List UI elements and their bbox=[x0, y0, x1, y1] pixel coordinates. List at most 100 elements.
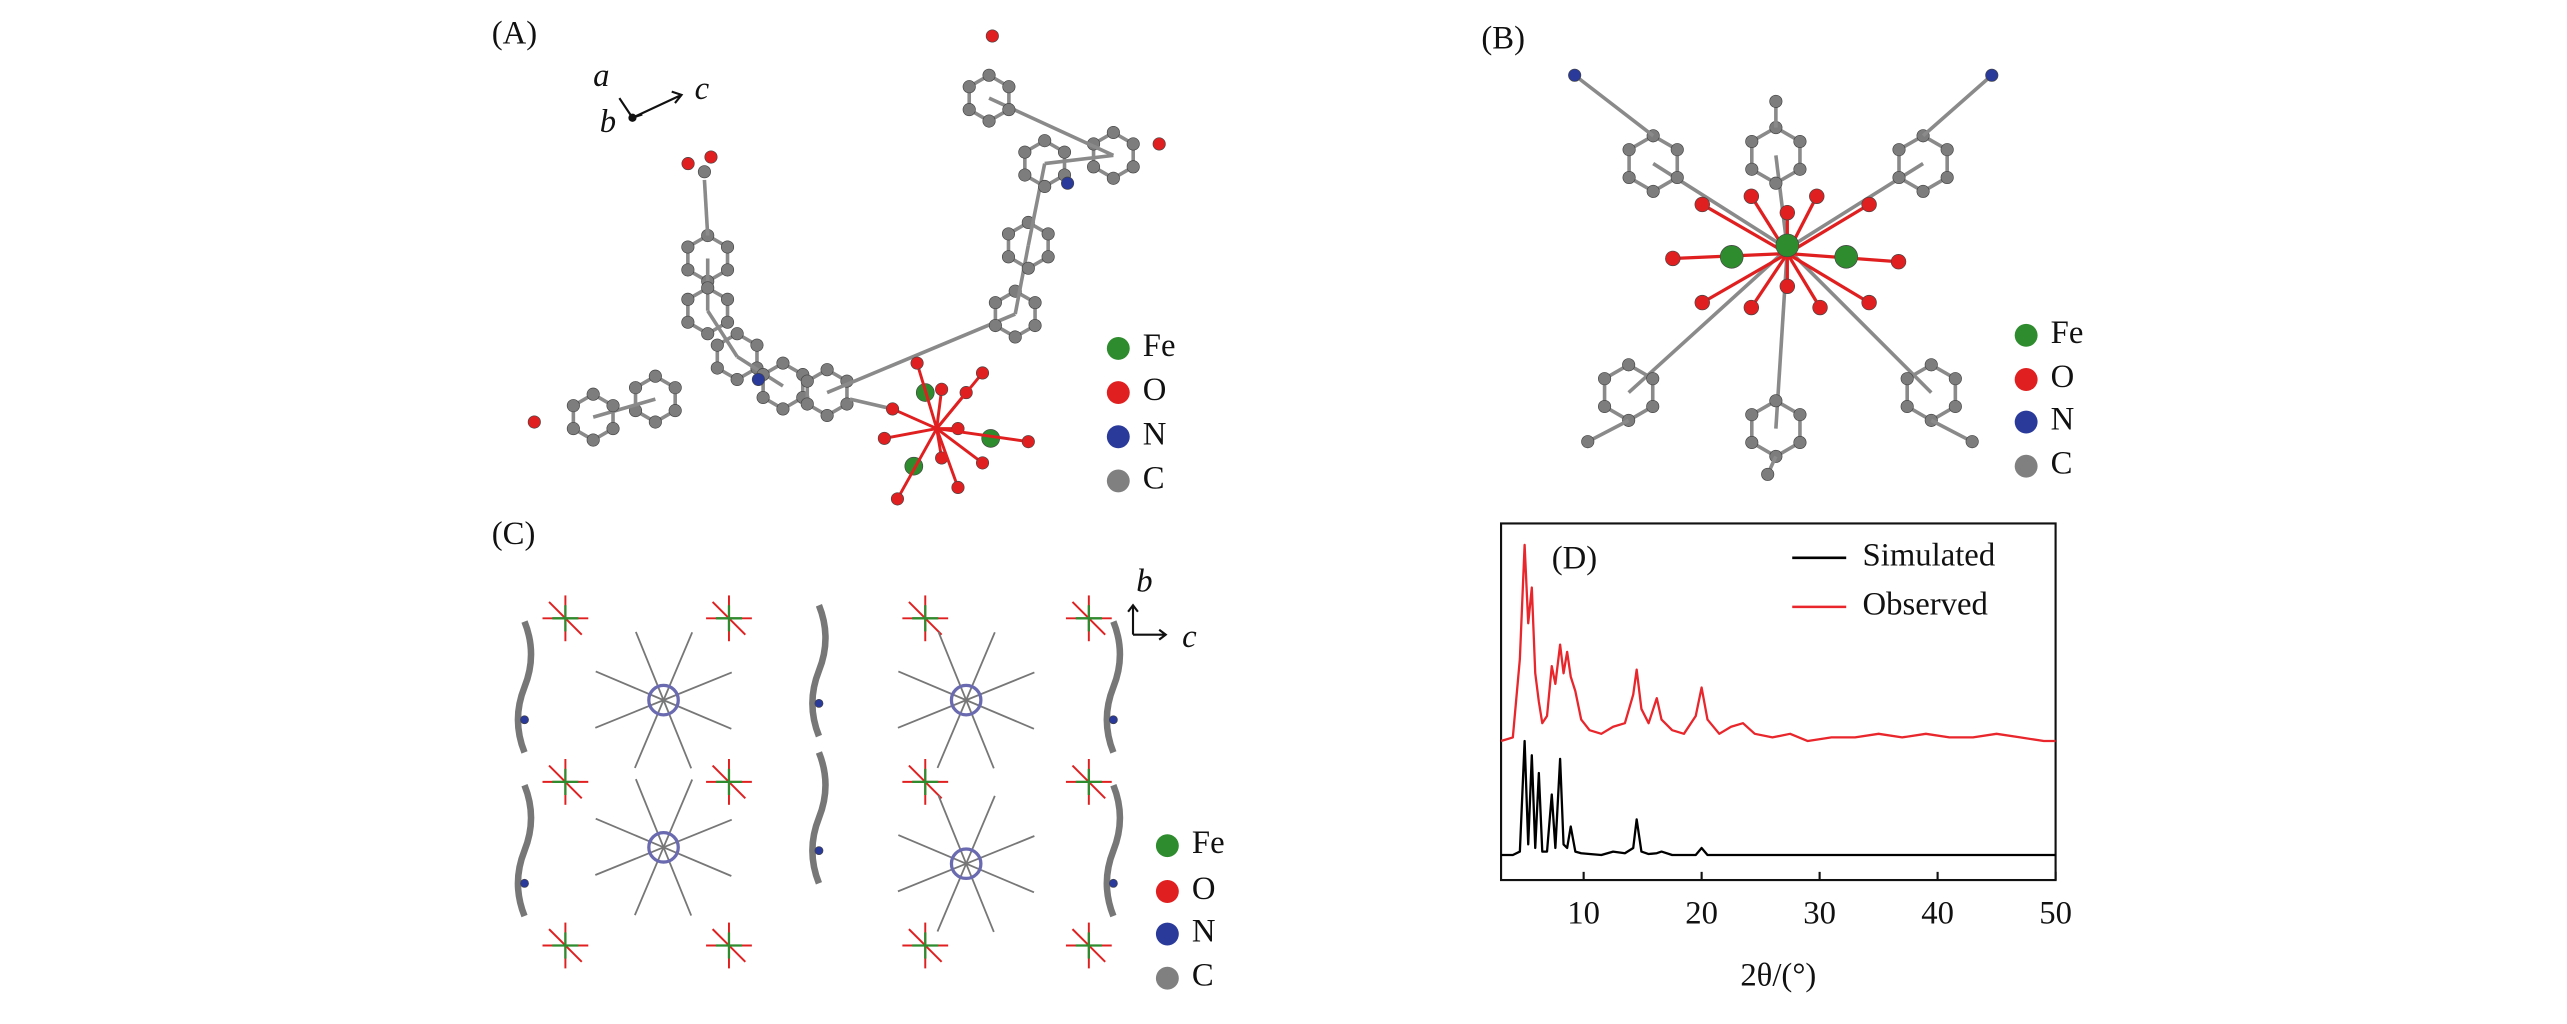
x-tick-label: 50 bbox=[2039, 896, 2072, 932]
bond bbox=[1627, 247, 1789, 394]
legend-swatch bbox=[1106, 469, 1130, 493]
atom bbox=[681, 315, 695, 329]
atom bbox=[586, 433, 600, 447]
bond bbox=[548, 928, 567, 947]
bond bbox=[908, 764, 926, 783]
bond bbox=[965, 795, 996, 865]
atom bbox=[1940, 170, 1954, 185]
atom bbox=[710, 361, 724, 375]
bond bbox=[662, 631, 694, 701]
atom bbox=[1694, 294, 1710, 311]
atom bbox=[1834, 245, 1858, 269]
axis-label: c bbox=[695, 71, 710, 107]
atom bbox=[606, 422, 620, 436]
linker bbox=[809, 751, 829, 885]
bond bbox=[826, 312, 1016, 395]
atom bbox=[1038, 134, 1052, 148]
atom bbox=[1126, 137, 1140, 151]
atom bbox=[1057, 145, 1072, 159]
atom bbox=[681, 292, 695, 306]
atom bbox=[1001, 250, 1016, 264]
atom bbox=[890, 492, 904, 506]
legend-label: O bbox=[1143, 372, 1167, 408]
legend-swatch bbox=[1106, 381, 1130, 405]
bond bbox=[1701, 203, 1789, 255]
linker bbox=[1103, 620, 1124, 754]
bond bbox=[706, 309, 739, 358]
atom bbox=[1812, 299, 1828, 316]
atom bbox=[1916, 184, 1930, 198]
bond bbox=[1786, 247, 1933, 394]
legend-label: O bbox=[2051, 359, 2075, 395]
atom bbox=[1948, 399, 1962, 414]
bond bbox=[898, 670, 967, 701]
atom bbox=[1793, 408, 1807, 422]
atom bbox=[520, 715, 529, 725]
bond bbox=[1930, 418, 1973, 444]
bond bbox=[1785, 252, 1822, 309]
linker bbox=[1103, 783, 1124, 918]
bond bbox=[936, 863, 967, 932]
bond bbox=[1786, 203, 1870, 255]
atom bbox=[1745, 162, 1759, 176]
atom bbox=[1745, 134, 1759, 149]
series-line bbox=[1501, 739, 2056, 857]
atom bbox=[586, 387, 600, 401]
atom bbox=[1900, 399, 1914, 414]
atom bbox=[681, 240, 695, 254]
bond bbox=[662, 846, 693, 916]
linker bbox=[809, 604, 829, 738]
atom bbox=[1021, 435, 1035, 449]
atom bbox=[668, 404, 682, 418]
axis-origin bbox=[628, 113, 637, 122]
panel-label: (B) bbox=[1481, 20, 1525, 56]
atom bbox=[975, 366, 990, 380]
x-tick-label: 10 bbox=[1567, 896, 1600, 932]
atom bbox=[1719, 245, 1744, 269]
bond bbox=[1786, 252, 1870, 305]
x-tick-label: 30 bbox=[1803, 896, 1836, 932]
bond bbox=[1921, 73, 1993, 138]
bond bbox=[548, 601, 567, 620]
bond bbox=[634, 846, 665, 916]
node bbox=[647, 830, 680, 864]
bond bbox=[702, 179, 710, 236]
atom bbox=[1002, 103, 1016, 117]
bond bbox=[728, 617, 747, 636]
atom bbox=[1598, 399, 1612, 414]
bond bbox=[1701, 252, 1789, 305]
atom bbox=[1018, 145, 1032, 159]
axis-label: b bbox=[600, 104, 616, 140]
bond bbox=[965, 699, 1035, 730]
atom bbox=[800, 374, 814, 388]
bond bbox=[634, 699, 665, 769]
legend-label: C bbox=[2051, 446, 2073, 482]
legend-label: Fe bbox=[1192, 825, 1225, 861]
atom bbox=[1793, 134, 1807, 149]
atom bbox=[1622, 143, 1636, 157]
atom bbox=[1665, 250, 1681, 267]
bond bbox=[936, 699, 967, 769]
atom bbox=[988, 296, 1002, 310]
bond bbox=[662, 699, 693, 769]
atom bbox=[935, 382, 949, 396]
legend-swatch bbox=[1155, 834, 1179, 858]
atom bbox=[730, 327, 744, 341]
atom bbox=[1769, 94, 1783, 108]
legend-swatch bbox=[2014, 454, 2038, 478]
atom bbox=[1948, 372, 1962, 386]
atom bbox=[1021, 261, 1035, 275]
atom bbox=[1038, 179, 1052, 194]
atom bbox=[756, 390, 770, 405]
atom bbox=[820, 363, 834, 377]
bond bbox=[965, 862, 1035, 894]
atom bbox=[1622, 358, 1636, 372]
bond bbox=[965, 631, 996, 701]
atom bbox=[1779, 204, 1796, 221]
bond bbox=[1013, 245, 1031, 315]
axis-label: a bbox=[593, 58, 609, 94]
atom bbox=[1809, 188, 1825, 204]
atom bbox=[720, 240, 735, 254]
atom bbox=[566, 422, 580, 436]
legend-label: C bbox=[1143, 460, 1165, 496]
